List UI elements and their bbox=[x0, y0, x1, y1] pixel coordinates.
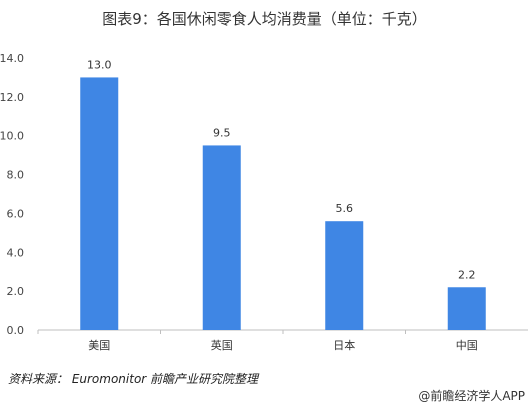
bar bbox=[325, 221, 364, 330]
y-tick-label: 4.0 bbox=[7, 246, 25, 259]
y-tick-label: 2.0 bbox=[7, 285, 25, 298]
x-tick-label: 中国 bbox=[456, 339, 478, 352]
bar bbox=[202, 145, 241, 330]
data-label: 13.0 bbox=[87, 58, 112, 71]
source-note: 资料来源： Euromonitor 前瞻产业研究院整理 bbox=[8, 372, 259, 386]
x-tick-label: 美国 bbox=[88, 339, 110, 352]
chart-title: 图表9：各国休闲零食人均消费量（单位：千克） bbox=[102, 10, 427, 28]
bar bbox=[80, 77, 119, 330]
x-tick-label: 日本 bbox=[333, 338, 355, 352]
data-label: 2.2 bbox=[458, 268, 476, 281]
data-label: 9.5 bbox=[213, 126, 231, 139]
x-tick-label: 英国 bbox=[211, 338, 233, 352]
y-tick-label: 10.0 bbox=[0, 130, 24, 143]
y-tick-label: 14.0 bbox=[0, 52, 24, 65]
bar bbox=[447, 287, 486, 330]
y-tick-label: 6.0 bbox=[7, 207, 25, 220]
y-tick-label: 0.0 bbox=[7, 324, 25, 337]
data-label: 5.6 bbox=[336, 202, 354, 215]
credit-text: @前瞻经济学人APP bbox=[418, 389, 525, 403]
y-tick-label: 12.0 bbox=[0, 91, 24, 104]
y-tick-label: 8.0 bbox=[7, 169, 25, 182]
